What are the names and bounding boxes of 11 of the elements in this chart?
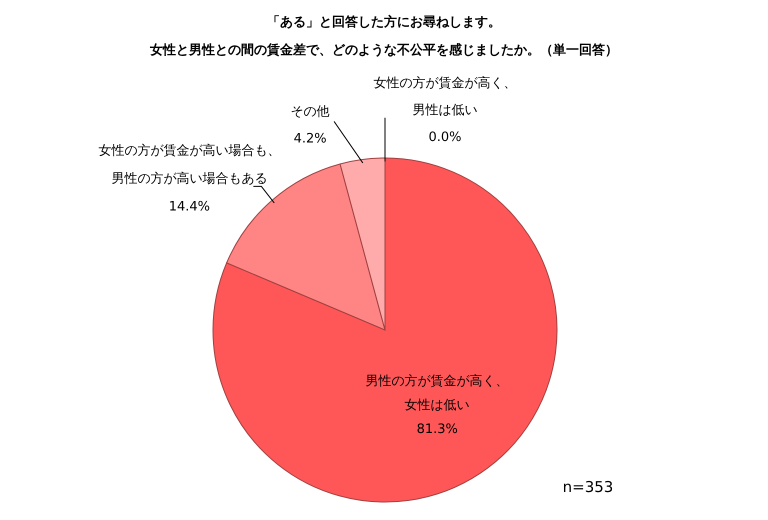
chart-title: 「ある」と回答した方にお尋ねします。 [267, 14, 501, 30]
slice-label: 女性の方が賃金が高い場合も、男性の方が高い場合もある [98, 142, 280, 186]
slice-label: その他 [290, 104, 330, 120]
category-label: 女性の方が賃金が高く、男性は低い [374, 76, 516, 118]
slice-label: 男性の方が賃金が高く、女性は低い [366, 372, 509, 413]
text: 0.0% [428, 130, 462, 145]
data-label: 14.4% [168, 199, 210, 214]
chart-subtitle: 女性と男性との間の賃金差で、どのような不公平を感じましたか。（単一回答） [149, 42, 618, 58]
data-label: 81.3% [416, 422, 458, 437]
data-label: 4.2% [294, 131, 327, 146]
text: n=353 [562, 478, 614, 496]
